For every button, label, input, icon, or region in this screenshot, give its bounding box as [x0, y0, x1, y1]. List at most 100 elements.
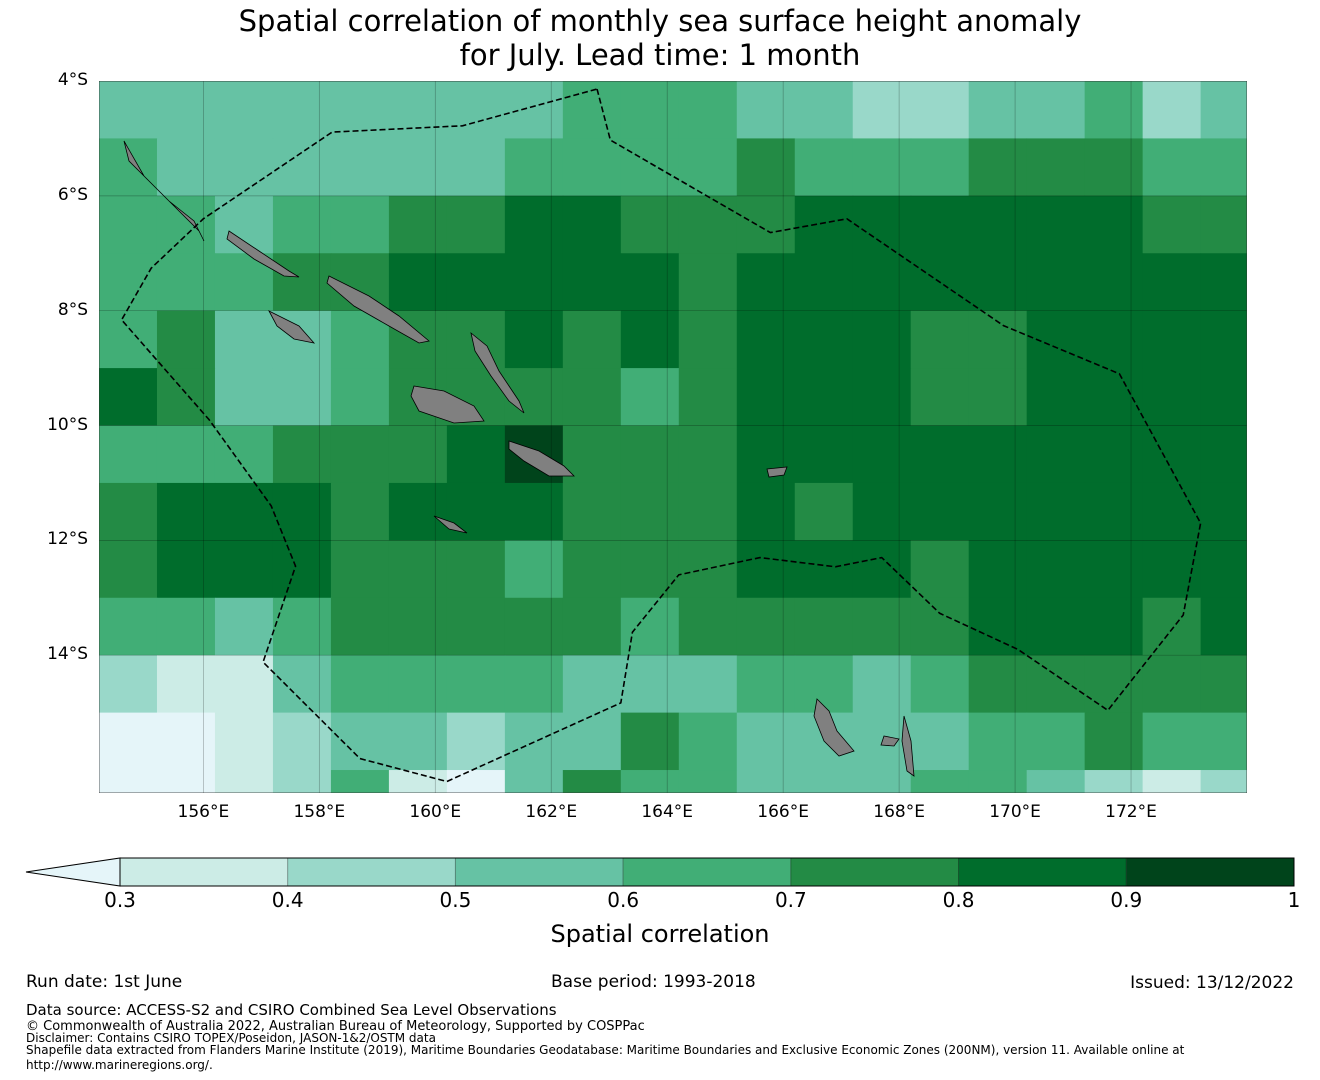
- map-cell: [388, 425, 448, 484]
- map-cell: [1142, 712, 1202, 771]
- map-cell: [968, 712, 1028, 771]
- map-cell: [156, 482, 216, 541]
- map-cell: [562, 368, 622, 427]
- map-cell: [99, 81, 158, 139]
- map-cell: [330, 482, 390, 541]
- map-cell: [1084, 770, 1144, 793]
- map-cell: [99, 597, 158, 656]
- base-period: Base period: 1993-2018: [551, 972, 756, 992]
- disclaimer: Disclaimer: Contains CSIRO TOPEX/Poseido…: [26, 1031, 436, 1045]
- map-cell: [968, 81, 1028, 139]
- map-cell: [1026, 138, 1086, 197]
- map-cell: [1026, 368, 1086, 427]
- map-cell: [99, 195, 158, 254]
- map-cell: [214, 770, 274, 793]
- map-cell: [1142, 482, 1202, 541]
- map-cell: [852, 310, 912, 369]
- correlation-map: [99, 81, 1247, 793]
- map-cell: [1200, 597, 1247, 656]
- map-cell: [1200, 425, 1247, 484]
- x-tick-label: 160°E: [409, 802, 462, 822]
- map-cell: [852, 253, 912, 312]
- island-malaita: [470, 331, 525, 414]
- map-cell: [968, 597, 1028, 656]
- map-cell: [330, 368, 390, 427]
- map-cell: [99, 712, 158, 771]
- map-cell: [1084, 81, 1144, 139]
- map-cell: [504, 597, 564, 656]
- map-cell: [1084, 138, 1144, 197]
- map-cell: [214, 425, 274, 484]
- map-cell: [272, 540, 332, 599]
- map-cell: [620, 425, 680, 484]
- map-cell: [852, 138, 912, 197]
- map-cell: [620, 655, 680, 714]
- colorbar-tick-label: 0.5: [439, 888, 472, 912]
- map-cell: [794, 310, 854, 369]
- map-cell: [330, 195, 390, 254]
- island-makira: [508, 440, 575, 477]
- map-cell: [968, 540, 1028, 599]
- colorbar-segment: [287, 857, 456, 887]
- map-cell: [910, 770, 970, 793]
- map-cell: [1200, 253, 1247, 312]
- map-cell: [678, 425, 738, 484]
- map-cell: [910, 597, 970, 656]
- map-cell: [1142, 253, 1202, 312]
- map-cell: [562, 482, 622, 541]
- colorbar-label: Spatial correlation: [550, 920, 770, 948]
- map-cell: [272, 770, 332, 793]
- y-tick-label: 10°S: [47, 414, 88, 435]
- map-cell: [504, 195, 564, 254]
- map-cell: [910, 712, 970, 771]
- colorbar-segment: [622, 857, 792, 887]
- map-cell: [156, 310, 216, 369]
- map-cell: [330, 138, 390, 197]
- island-choiseul: [226, 230, 300, 278]
- map-cell: [388, 81, 448, 139]
- colorbar-under-extension: [25, 857, 121, 887]
- map-cell: [794, 770, 854, 793]
- map-cell: [562, 597, 622, 656]
- map-cell: [99, 310, 158, 369]
- title-line-2: for July. Lead time: 1 month: [459, 38, 861, 72]
- map-cell: [736, 368, 796, 427]
- colorbar-segment: [790, 857, 960, 887]
- map-cell: [678, 770, 738, 793]
- map-cell: [794, 368, 854, 427]
- map-cell: [99, 655, 158, 714]
- island-rennell: [433, 515, 468, 534]
- map-cell: [1200, 310, 1247, 369]
- map-cell: [504, 81, 564, 139]
- map-cell: [794, 81, 854, 139]
- map-cell: [910, 540, 970, 599]
- map-cell: [330, 655, 390, 714]
- map-cell: [736, 310, 796, 369]
- map-cell: [794, 597, 854, 656]
- map-cell: [678, 81, 738, 139]
- x-tick-label: 172°E: [1105, 802, 1157, 822]
- map-cell: [562, 712, 622, 771]
- map-cell: [214, 138, 274, 197]
- map-cell: [272, 597, 332, 656]
- map-cell: [736, 253, 796, 312]
- map-cell: [794, 195, 854, 254]
- map-cell: [620, 770, 680, 793]
- map-cell: [794, 482, 854, 541]
- marineregions-link[interactable]: http://www.marineregions.org/.: [26, 1058, 213, 1072]
- map-cell: [1142, 195, 1202, 254]
- map-cell: [388, 195, 448, 254]
- map-cell: [620, 138, 680, 197]
- map-cell: [272, 138, 332, 197]
- map-cell: [156, 655, 216, 714]
- run-date: Run date: 1st June: [26, 972, 183, 992]
- colorbar-segment: [1125, 857, 1295, 887]
- map-cell: [99, 425, 158, 484]
- map-cell: [852, 482, 912, 541]
- map-cell: [99, 253, 158, 312]
- map-cell: [1084, 655, 1144, 714]
- map-cell: [620, 253, 680, 312]
- map-cell: [736, 712, 796, 771]
- x-tick-label: 164°E: [641, 802, 694, 822]
- map-cell: [272, 482, 332, 541]
